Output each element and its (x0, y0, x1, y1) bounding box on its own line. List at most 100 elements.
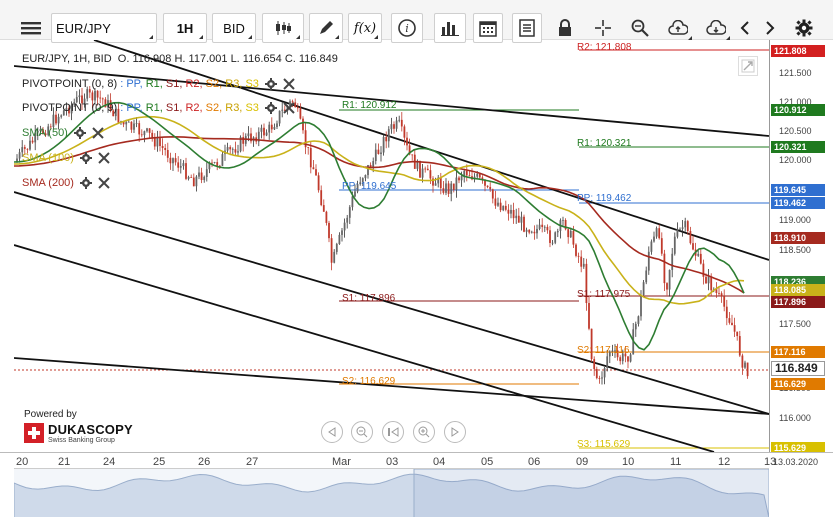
dukascopy-logo: DUKASCOPY Swiss Banking Group (24, 422, 133, 444)
candle-body (387, 129, 390, 142)
candle-body (39, 129, 42, 131)
candle-body (203, 176, 206, 181)
zoom-icon (631, 19, 649, 37)
candle-body (445, 183, 447, 193)
candle-body (582, 263, 585, 267)
info-button[interactable]: i (391, 13, 423, 43)
zoom-in-button[interactable] (413, 421, 435, 443)
legend-r3: R3, (225, 102, 243, 114)
gear-icon[interactable] (73, 127, 86, 139)
time-tick-label: 12 (718, 456, 731, 468)
nav-left-button[interactable] (321, 421, 343, 443)
expand-icon[interactable] (738, 56, 758, 76)
scroll-right-button[interactable] (760, 13, 780, 43)
price-level-box: 120.321 (771, 141, 825, 153)
candle-body (36, 130, 39, 133)
candle-body (580, 256, 583, 267)
download-button[interactable] (699, 13, 733, 43)
current-price-box: 116.849 (771, 361, 825, 376)
scroll-left-button[interactable] (735, 13, 755, 43)
candle-body (182, 163, 185, 167)
gear-icon[interactable] (79, 152, 92, 164)
report-button[interactable] (512, 13, 542, 43)
chart-plot-area[interactable] (14, 40, 769, 452)
candle-body (603, 368, 606, 378)
reset-button[interactable] (382, 421, 404, 443)
candle-body (16, 158, 18, 162)
price-tick-label: 120.500 (779, 126, 812, 136)
draw-button[interactable] (309, 13, 343, 43)
candle-body (200, 172, 203, 181)
time-axis[interactable]: 20 21 24 25 26 27 Mar 03 04 05 06 09 10 11 12 13 13.03.2… (0, 452, 833, 468)
lock-icon (559, 19, 571, 36)
close-icon[interactable] (98, 152, 110, 164)
menu-button[interactable] (14, 13, 48, 43)
indicators-button[interactable] (434, 13, 466, 43)
close-icon[interactable] (98, 177, 110, 189)
candle-body (429, 170, 432, 179)
indicator-name: SMA (50) (22, 127, 68, 139)
navigator-scrollbar[interactable] (14, 468, 769, 517)
candle-body (312, 167, 315, 170)
candle-body (416, 160, 419, 169)
settings-button[interactable] (790, 13, 818, 43)
candle-body (442, 188, 445, 193)
sma200-legend: SMA (200) (22, 176, 110, 190)
indicator-name: SMA (200) (22, 177, 74, 189)
candle-body (520, 216, 523, 223)
lock-button[interactable] (550, 13, 580, 43)
candle-body (47, 126, 50, 136)
candle-body (621, 353, 624, 362)
time-tick-label: Mar (332, 456, 351, 468)
navigator-window[interactable] (413, 469, 769, 517)
upload-button[interactable] (661, 13, 695, 43)
side-label: BID (223, 20, 245, 36)
time-tick-label: 04 (433, 456, 446, 468)
time-tick-label: 20 (16, 456, 29, 468)
ohlc-high: H. 117.001 (174, 53, 228, 65)
nav-right-button[interactable] (444, 421, 466, 443)
candle-body (109, 100, 112, 111)
candle-body (512, 209, 515, 219)
crosshair-button[interactable] (588, 13, 618, 43)
zoom-out-button[interactable] (351, 421, 373, 443)
sma-50-line (14, 101, 745, 351)
candle-body (585, 263, 588, 304)
candle-body (73, 102, 76, 105)
price-tick-label: 119.000 (779, 215, 811, 225)
candle-body (575, 244, 577, 256)
close-icon[interactable] (283, 78, 295, 90)
chart-type-button[interactable] (262, 13, 304, 43)
candle-body (320, 190, 323, 206)
price-tick-label: 120.000 (779, 155, 812, 165)
gear-icon[interactable] (264, 102, 277, 114)
candle-body (281, 109, 284, 111)
candle-body (556, 230, 559, 233)
calendar-button[interactable] (473, 13, 503, 43)
price-axis[interactable]: 121.500121.000120.500120.000119.500119.0… (769, 40, 833, 454)
candle-body (208, 162, 211, 170)
candle-body (348, 207, 351, 218)
candle-body (57, 116, 60, 124)
candle-body (52, 114, 55, 128)
candle-body (159, 138, 161, 146)
legend-s1: S1, (165, 102, 183, 114)
close-icon[interactable] (92, 127, 104, 139)
function-button[interactable]: f(x) (348, 13, 382, 43)
gear-icon[interactable] (79, 177, 92, 189)
ohlc-symbol: EUR/JPY, 1H, BID (22, 53, 112, 65)
candle-body (242, 137, 245, 144)
candle-body (590, 328, 593, 360)
side-selector[interactable]: BID (212, 13, 256, 43)
close-icon[interactable] (283, 102, 295, 114)
legend-r1: R1, (145, 78, 163, 90)
price-tick-label: 117.500 (779, 319, 811, 329)
candle-body (689, 230, 692, 244)
period-selector[interactable]: 1H (163, 13, 207, 43)
candle-body (307, 147, 310, 148)
symbol-selector[interactable]: EUR/JPY (51, 13, 157, 43)
candle-body (138, 123, 141, 135)
zoom-button[interactable] (625, 13, 655, 43)
candle-body (276, 123, 278, 127)
gear-icon[interactable] (264, 78, 277, 90)
